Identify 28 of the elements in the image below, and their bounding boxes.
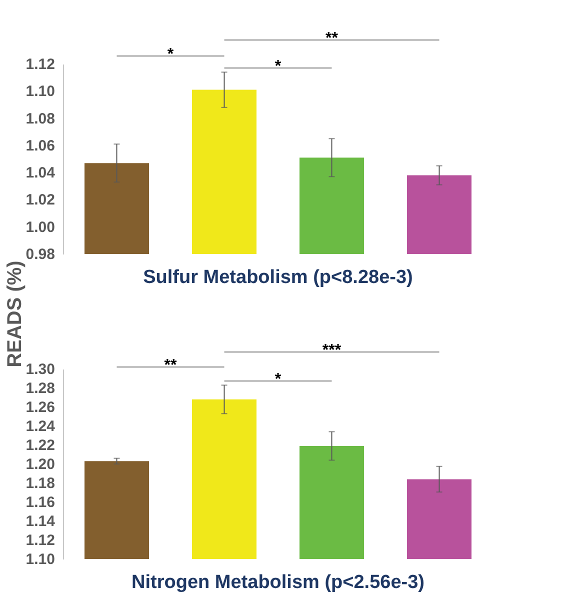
y-tick-label: 1.16	[26, 494, 55, 511]
y-tick-label: 1.10	[26, 83, 55, 100]
y-tick-label: 1.26	[26, 399, 55, 416]
y-tick-label: 1.30	[26, 361, 55, 378]
y-tick-label: 1.12	[26, 56, 55, 73]
annotation: *	[274, 58, 282, 75]
text: ***	[322, 342, 342, 359]
y-tick-label: 1.28	[26, 380, 55, 397]
annotation: *	[274, 371, 282, 388]
y-tick-label: 1.24	[26, 418, 56, 435]
y-tick-label: 1.20	[26, 456, 55, 473]
y-tick-label: 1.04	[26, 164, 56, 182]
y-tick-label: 1.02	[26, 192, 55, 209]
text: Nitrogen Metabolism (p<2.56e-3)	[132, 572, 424, 593]
y-tick-label: 1.06	[26, 137, 55, 154]
y-tick-label: 1.12	[26, 532, 55, 549]
annotation: **	[164, 357, 178, 374]
y-tick-label: 0.98	[26, 246, 55, 263]
y-tick-label: 1.00	[26, 218, 55, 236]
text: **	[326, 30, 339, 47]
text: *	[167, 46, 174, 63]
y-tick-label: 1.14	[26, 513, 56, 530]
y-tick-label: 1.08	[26, 110, 55, 128]
y-axis-title: READS (%)	[4, 260, 26, 368]
y-tick-label: 1.18	[26, 475, 55, 492]
y-tick-label: 1.22	[26, 437, 55, 454]
text: Sulfur Metabolism (p<8.28e-3)	[143, 267, 413, 288]
y-tick-label: 1.10	[26, 551, 55, 568]
